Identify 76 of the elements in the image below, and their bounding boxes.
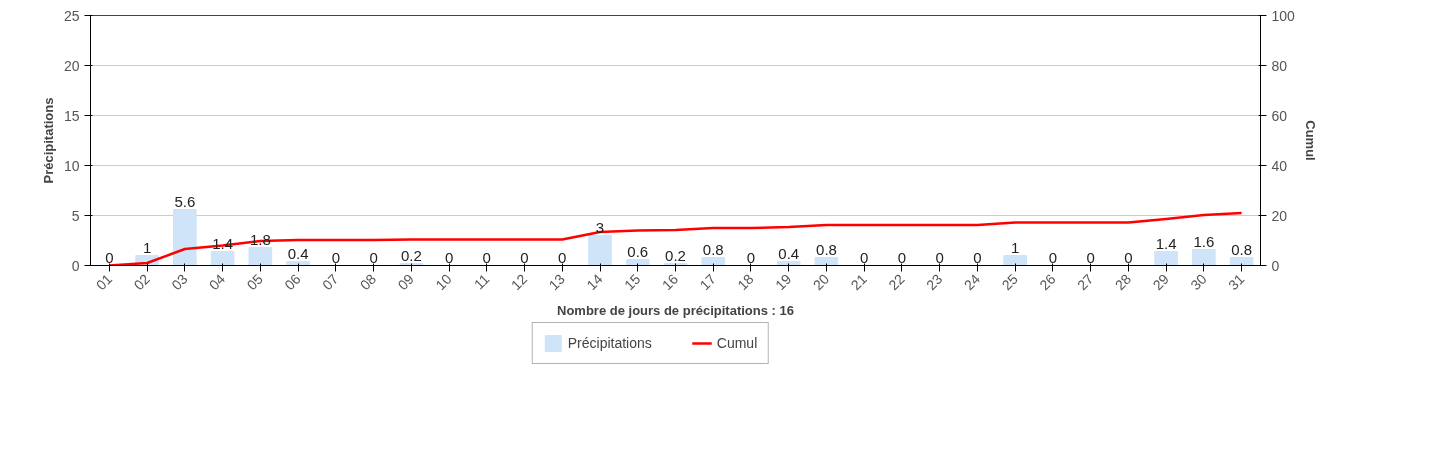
data-label: 0.8 — [1231, 240, 1253, 258]
data-label: 0 — [746, 248, 756, 266]
x-tick-label: 13 — [545, 270, 569, 294]
x-tick-label: 06 — [281, 270, 304, 294]
x-tick-label: 24 — [960, 270, 984, 294]
data-label: 0 — [444, 248, 454, 266]
data-label: 0 — [1124, 248, 1133, 266]
y-tick-label: 20 — [63, 57, 80, 74]
x-tick-label: 12 — [507, 270, 531, 294]
data-label: 0.2 — [665, 246, 686, 264]
y-axis-title: Précipitations — [40, 97, 56, 184]
data-label: 0 — [935, 248, 944, 266]
y2-tick-label: 20 — [1271, 207, 1288, 224]
x-tick-label: 01 — [92, 270, 116, 294]
x-tick-label: 11 — [470, 270, 493, 293]
x-tick-label: 16 — [658, 270, 682, 294]
data-label: 0 — [1048, 248, 1058, 266]
x-tick-label: 31 — [1224, 270, 1248, 294]
data-label: 0 — [897, 248, 907, 266]
x-tick-label: 25 — [998, 270, 1021, 294]
data-label: 0 — [482, 248, 491, 266]
data-label: 0 — [558, 248, 567, 266]
x-tick-label: 03 — [168, 270, 191, 294]
x-tick-label: 20 — [809, 270, 833, 294]
y2-tick-label: 0 — [1271, 257, 1280, 274]
x-tick-label: 30 — [1187, 270, 1210, 294]
x-axis-title: Nombre de jours de précipitations : 16 — [557, 302, 794, 318]
data-label: 0 — [331, 248, 340, 266]
x-tick-label: 19 — [772, 270, 795, 294]
y-tick-label: 25 — [63, 7, 80, 24]
data-label: 0.4 — [287, 244, 309, 262]
y2-tick-label: 100 — [1271, 7, 1296, 24]
legend-label: Cumul — [716, 334, 758, 351]
x-tick-label: 15 — [621, 270, 644, 294]
data-label: 1 — [142, 238, 152, 256]
data-label: 0 — [520, 248, 529, 266]
y-tick-label: 10 — [63, 157, 80, 174]
x-tick-label: 09 — [394, 270, 418, 294]
x-tick-label: 21 — [847, 270, 871, 294]
data-label: 0 — [1086, 248, 1095, 266]
y-tick-label: 0 — [71, 257, 80, 274]
x-tick-label: 22 — [885, 270, 908, 294]
data-label: 1.6 — [1193, 232, 1215, 250]
y-tick-label: 15 — [63, 107, 80, 124]
data-label: 0 — [105, 248, 114, 266]
data-label: 0.2 — [400, 246, 422, 264]
data-label: 1 — [1011, 238, 1020, 256]
data-label: 0.8 — [816, 240, 837, 258]
x-tick-label: 26 — [1036, 270, 1059, 294]
x-tick-label: 05 — [243, 270, 267, 294]
x-tick-label: 02 — [130, 270, 153, 294]
y2-tick-label: 40 — [1271, 157, 1288, 174]
data-label: 0 — [860, 248, 869, 266]
data-label: 0.4 — [778, 244, 800, 262]
x-tick-label: 04 — [205, 270, 229, 294]
data-label: 0.6 — [627, 242, 649, 260]
x-tick-label: 07 — [319, 270, 342, 294]
x-tick-label: 23 — [923, 270, 946, 294]
data-label: 0 — [369, 248, 378, 266]
data-label: 0.8 — [702, 240, 724, 258]
x-tick-label: 27 — [1073, 270, 1097, 294]
x-tick-label: 18 — [734, 270, 757, 294]
x-tick-label: 14 — [583, 270, 606, 294]
x-tick-label: 08 — [356, 270, 380, 294]
x-tick-label: 17 — [696, 270, 720, 294]
x-tick-label: 28 — [1111, 270, 1135, 294]
x-tick-label: 10 — [432, 270, 455, 294]
y-tick-label: 5 — [71, 207, 80, 224]
y2-tick-label: 60 — [1271, 107, 1288, 124]
x-tick-label: 29 — [1149, 270, 1172, 294]
data-label: 5.6 — [174, 192, 196, 210]
data-label: 0 — [973, 248, 982, 266]
data-label: 1.4 — [1155, 234, 1177, 252]
y2-axis-title: Cumul — [1302, 120, 1318, 161]
y2-tick-label: 80 — [1271, 57, 1288, 74]
legend-label: Précipitations — [567, 334, 652, 351]
